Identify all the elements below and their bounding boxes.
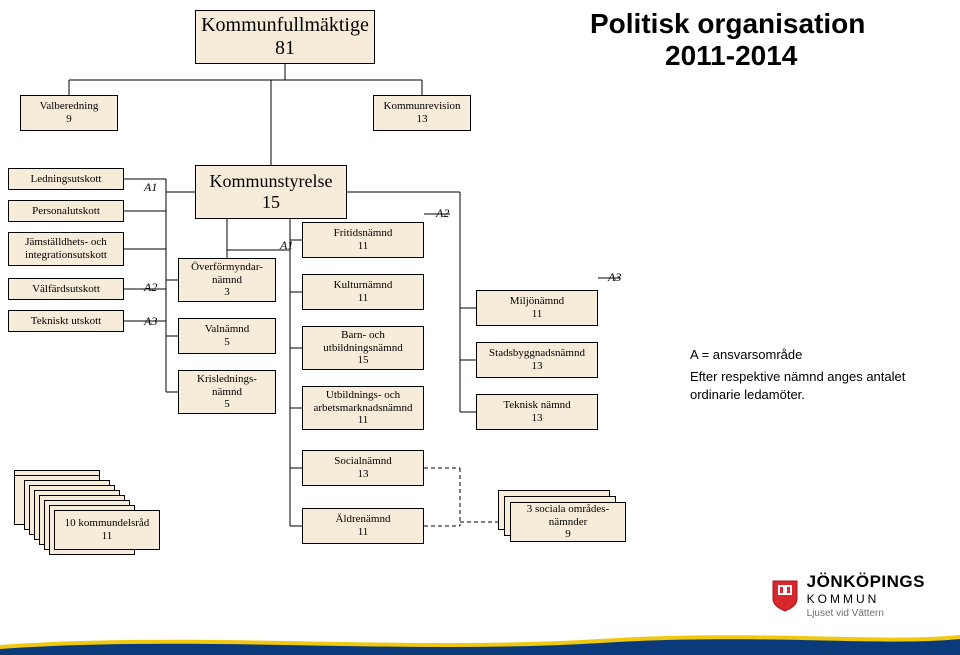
fritids-value: 11 — [358, 240, 369, 253]
box-kultur: Kulturnämnd 11 — [302, 274, 424, 310]
box-teknisk: Teknisk nämnd 13 — [476, 394, 598, 430]
box-personalutskott: Personalutskott — [8, 200, 124, 222]
fritids-label: Fritidsnämnd — [334, 227, 393, 240]
kommunstyrelse-label: Kommunstyrelse — [210, 171, 333, 192]
label-a2b: A2 — [436, 206, 449, 221]
label-a1b: A1 — [280, 238, 293, 253]
stadsbygg-value: 13 — [532, 360, 543, 373]
box-stadsbygg: Stadsbyggnadsnämnd 13 — [476, 342, 598, 378]
title-line1: Politisk organisation — [590, 8, 865, 40]
box-overformyndar: Överförmyndar- nämnd 3 — [178, 258, 276, 302]
krislednings-label: Krislednings- nämnd — [197, 373, 257, 398]
utbildnings-value: 11 — [358, 414, 369, 427]
box-aldre: Äldrenämnd 11 — [302, 508, 424, 544]
krislednings-value: 5 — [224, 398, 230, 411]
kommunrevision-label: Kommunrevision — [384, 100, 461, 113]
barn-value: 15 — [358, 354, 369, 367]
box-social: Socialnämnd 13 — [302, 450, 424, 486]
kommunfullmaktige-label: Kommunfullmäktige — [201, 14, 369, 37]
aldre-value: 11 — [358, 526, 369, 539]
label-a1a: A1 — [144, 180, 157, 195]
kultur-value: 11 — [358, 292, 369, 305]
note-line1: A = ansvarsområde — [690, 346, 920, 364]
logo-sub: KOMMUN — [807, 592, 880, 606]
box-kommundels: 10 kommundelsråd 11 — [54, 510, 160, 550]
box-fritids: Fritidsnämnd 11 — [302, 222, 424, 258]
logo: JÖNKÖPINGS KOMMUN Ljuset vid Vättern — [771, 572, 925, 619]
box-jamstalldhets: Jämställdhets- och integrationsutskott — [8, 232, 124, 266]
footer-wave — [0, 629, 960, 655]
box-barn: Barn- och utbildningsnämnd 15 — [302, 326, 424, 370]
title-line2: 2011-2014 — [665, 40, 797, 72]
box-kommunrevision: Kommunrevision 13 — [373, 95, 471, 131]
sociala-omrades-value: 9 — [565, 528, 571, 541]
valberedning-label: Valberedning — [40, 100, 99, 113]
kommundels-label: 10 kommundelsråd — [65, 517, 150, 530]
social-value: 13 — [358, 468, 369, 481]
logo-tag: Ljuset vid Vättern — [807, 608, 884, 619]
box-kommunstyrelse: Kommunstyrelse 15 — [195, 165, 347, 219]
miljo-label: Miljönämnd — [510, 295, 564, 308]
social-label: Socialnämnd — [334, 455, 391, 468]
box-valnamnd: Valnämnd 5 — [178, 318, 276, 354]
box-sociala-omrades: 3 sociala områdes- nämnder 9 — [510, 502, 626, 542]
box-tekniskt-utskott: Tekniskt utskott — [8, 310, 124, 332]
kommunstyrelse-value: 15 — [262, 192, 280, 213]
box-valfardsutskott: Välfärdsutskott — [8, 278, 124, 300]
note-block: A = ansvarsområde Efter respektive nämnd… — [690, 346, 920, 405]
kommunfullmaktige-value: 81 — [275, 37, 295, 60]
teknisk-value: 13 — [532, 412, 543, 425]
shield-icon — [771, 579, 799, 613]
overformyndar-label: Överförmyndar- nämnd — [191, 261, 263, 286]
aldre-label: Äldrenämnd — [336, 513, 391, 526]
logo-name: JÖNKÖPINGS — [807, 572, 925, 591]
stadsbygg-label: Stadsbyggnadsnämnd — [489, 347, 585, 360]
kultur-label: Kulturnämnd — [334, 279, 393, 292]
box-krislednings: Krislednings- nämnd 5 — [178, 370, 276, 414]
label-a3b: A3 — [608, 270, 621, 285]
box-valberedning: Valberedning 9 — [20, 95, 118, 131]
utbildnings-label: Utbildnings- och arbetsmarknadsnämnd — [303, 389, 423, 414]
label-a3a: A3 — [144, 314, 157, 329]
box-miljo: Miljönämnd 11 — [476, 290, 598, 326]
miljo-value: 11 — [532, 308, 543, 321]
valnamnd-label: Valnämnd — [205, 323, 250, 336]
box-utbildnings: Utbildnings- och arbetsmarknadsnämnd 11 — [302, 386, 424, 430]
barn-label: Barn- och utbildningsnämnd — [303, 329, 423, 354]
sociala-omrades-label: 3 sociala områdes- nämnder — [527, 503, 609, 528]
overformyndar-value: 3 — [224, 286, 230, 299]
kommundels-value: 11 — [102, 530, 113, 543]
valnamnd-value: 5 — [224, 336, 230, 349]
teknisk-label: Teknisk nämnd — [503, 399, 570, 412]
note-line2: Efter respektive nämnd anges antalet ord… — [690, 368, 920, 404]
label-a2a: A2 — [144, 280, 157, 295]
box-ledningsutskott: Ledningsutskott — [8, 168, 124, 190]
kommunrevision-value: 13 — [417, 113, 428, 126]
box-kommunfullmaktige: Kommunfullmäktige 81 — [195, 10, 375, 64]
valberedning-value: 9 — [66, 113, 72, 126]
